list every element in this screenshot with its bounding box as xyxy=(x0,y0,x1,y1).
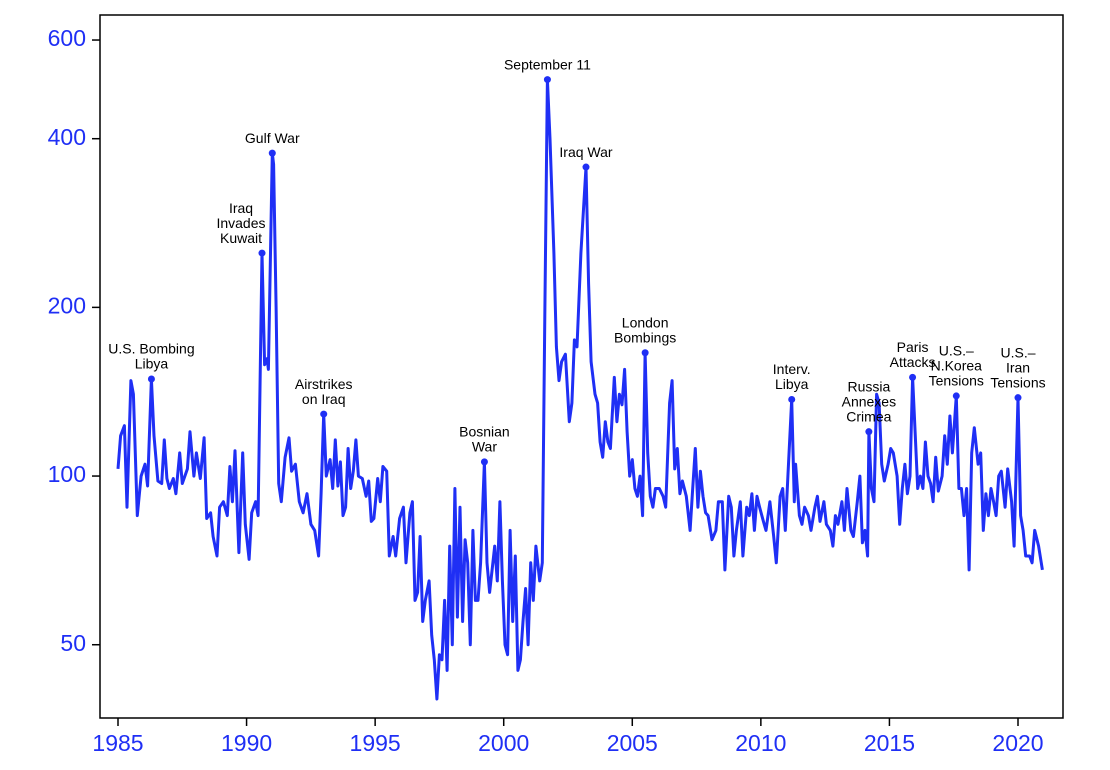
annotation-label: Crimea xyxy=(846,408,891,424)
annotation-marker xyxy=(909,373,917,381)
y-tick-label: 50 xyxy=(60,630,86,656)
plot-frame xyxy=(99,14,1064,719)
annotation-label: U.S.– xyxy=(1000,344,1035,360)
annotation-label: Airstrikes xyxy=(295,376,353,392)
x-tick-label: 2005 xyxy=(607,730,658,756)
annotation-marker xyxy=(147,375,155,383)
annotation-marker xyxy=(641,349,649,357)
annotation-label: Attacks xyxy=(890,354,936,370)
annotation-label: Invades xyxy=(216,215,265,231)
annotation-label: on Iraq xyxy=(302,391,346,407)
x-tick-label: 2000 xyxy=(478,730,529,756)
annotation-label: London xyxy=(622,314,669,330)
x-tick-label: 2020 xyxy=(992,730,1043,756)
x-tick-label: 1995 xyxy=(350,730,401,756)
annotation-label: Iraq War xyxy=(559,144,612,160)
annotation-label: Iran xyxy=(1006,359,1030,375)
annotation-label: Iraq xyxy=(229,200,253,216)
annotation-label: Russia xyxy=(847,378,890,394)
annotation-label: Bombings xyxy=(614,329,676,345)
annotation-label: Libya xyxy=(775,376,809,392)
y-tick-label: 200 xyxy=(48,292,86,318)
annotation-marker xyxy=(268,149,276,157)
annotation-label: Kuwait xyxy=(220,230,262,246)
annotation-label: September 11 xyxy=(504,56,591,72)
y-tick-label: 600 xyxy=(48,25,86,51)
annotation-label: U.S. Bombing xyxy=(108,341,194,357)
annotation-marker xyxy=(480,458,488,466)
annotation-label: Annexes xyxy=(842,393,896,409)
x-tick-label: 2010 xyxy=(735,730,786,756)
y-tick-label: 400 xyxy=(48,124,86,150)
annotation-marker xyxy=(1014,394,1022,402)
annotation-marker xyxy=(582,163,590,171)
x-tick-label: 1985 xyxy=(92,730,143,756)
annotation-label: Interv. xyxy=(773,361,811,377)
x-tick-label: 2015 xyxy=(864,730,915,756)
y-tick-label: 100 xyxy=(48,461,86,487)
annotation-label: N.Korea xyxy=(931,358,983,374)
annotation-marker xyxy=(543,76,551,84)
annotation-label: Tensions xyxy=(929,373,984,389)
annotation-label: Libya xyxy=(135,356,169,372)
annotation-label: U.S.– xyxy=(939,343,974,359)
data-line xyxy=(116,78,1044,701)
x-tick-label: 1990 xyxy=(221,730,272,756)
annotation-label: Tensions xyxy=(990,374,1045,390)
annotation-label: Paris xyxy=(897,339,929,355)
annotation-marker xyxy=(788,395,796,403)
annotation-label: Bosnian xyxy=(459,424,510,440)
annotation-label: Gulf War xyxy=(245,130,300,146)
annotation-marker xyxy=(258,249,266,257)
annotation-label: War xyxy=(472,439,497,455)
annotation-marker xyxy=(865,428,873,436)
annotation-marker xyxy=(320,410,328,418)
annotation-marker xyxy=(952,392,960,400)
